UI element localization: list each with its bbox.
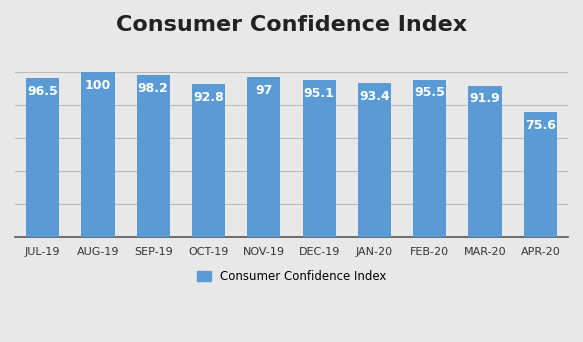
Bar — [136, 75, 170, 237]
Text: 95.5: 95.5 — [415, 86, 445, 99]
Text: 98.2: 98.2 — [138, 82, 168, 95]
Text: 100: 100 — [85, 79, 111, 92]
Text: 92.8: 92.8 — [193, 91, 224, 104]
Text: 75.6: 75.6 — [525, 119, 556, 132]
Text: 97: 97 — [255, 84, 272, 97]
Text: 93.4: 93.4 — [359, 90, 390, 103]
Bar — [413, 80, 447, 237]
Bar — [82, 73, 114, 237]
Bar — [26, 78, 59, 237]
Bar — [192, 84, 225, 237]
Bar — [247, 77, 280, 237]
Legend: Consumer Confidence Index: Consumer Confidence Index — [192, 265, 391, 288]
Title: Consumer Confidence Index: Consumer Confidence Index — [116, 15, 467, 35]
Bar — [524, 113, 557, 237]
Bar — [303, 80, 336, 237]
Text: 96.5: 96.5 — [27, 85, 58, 98]
Bar — [469, 86, 501, 237]
Text: 91.9: 91.9 — [470, 92, 500, 105]
Bar — [358, 83, 391, 237]
Text: 95.1: 95.1 — [304, 87, 335, 100]
